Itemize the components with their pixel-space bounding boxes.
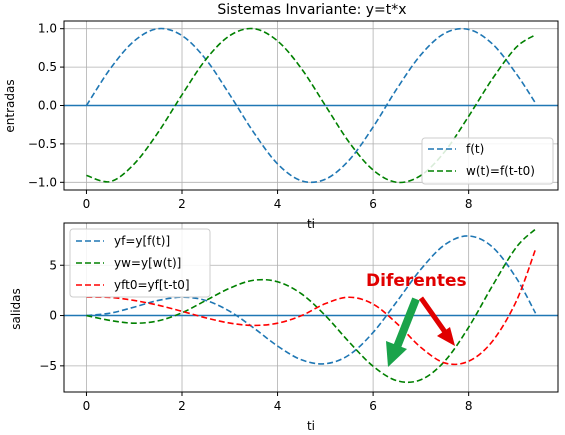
top-ytick-label: −1.0 bbox=[28, 175, 57, 189]
top-chart-ylabel: entradas bbox=[3, 79, 17, 132]
annotation-red-arrow bbox=[418, 296, 455, 346]
bottom-chart-frame bbox=[63, 222, 559, 393]
annotation-text: Diferentes bbox=[366, 271, 467, 291]
top-chart-xlabel: ti bbox=[307, 217, 315, 231]
top-series-line-0 bbox=[85, 27, 537, 184]
top-legend-label-1: w(t)=f(t-t0) bbox=[466, 164, 535, 178]
bot-xtick-label: 8 bbox=[465, 399, 473, 413]
bottom-legend-box bbox=[69, 228, 211, 298]
top-legend-box bbox=[421, 137, 554, 185]
bot-series-line-0 bbox=[86, 235, 537, 365]
bot-series-line-1 bbox=[86, 228, 537, 384]
bot-ytick-label: 5 bbox=[49, 258, 57, 272]
top-chart: Sistemas Invariante: y=t*x 0 2 4 6 8 1.0 0.5 0.… bbox=[3, 2, 559, 231]
top-chart-series bbox=[85, 27, 537, 184]
bottom-chart: 0 2 4 6 8 5 0 −5 salidas ti yf=y[f(t)] yw=y[w(t… bbox=[9, 222, 559, 433]
top-xtick-label: 6 bbox=[369, 197, 377, 211]
top-ytick-label: −0.5 bbox=[28, 137, 57, 151]
top-xtick-label: 4 bbox=[274, 197, 282, 211]
bot-xtick-label: 6 bbox=[369, 399, 377, 413]
bottom-legend: yf=y[f(t)] yw=y[w(t)] yft0=yf[t-t0] bbox=[69, 228, 211, 298]
bot-ytick-label: −5 bbox=[39, 359, 57, 373]
top-xtick-label: 2 bbox=[178, 197, 186, 211]
top-ytick-label: 1.0 bbox=[38, 22, 57, 36]
bottom-chart-ticks: 0 2 4 6 8 5 0 −5 bbox=[39, 258, 472, 413]
bottom-chart-series bbox=[86, 228, 537, 384]
annotation: Diferentes bbox=[366, 271, 467, 367]
top-series-line-1 bbox=[86, 27, 536, 184]
bot-xtick-label: 4 bbox=[274, 399, 282, 413]
top-legend-label-0: f(t) bbox=[466, 142, 484, 156]
top-chart-ticks: 0 2 4 6 8 1.0 0.5 0.0 −0.5 −1.0 bbox=[28, 22, 473, 211]
top-chart-title: Sistemas Invariante: y=t*x bbox=[217, 2, 406, 18]
bot-xtick-label: 0 bbox=[83, 399, 91, 413]
bot-series-line-2 bbox=[86, 248, 537, 366]
annotation-green-arrow bbox=[386, 297, 420, 367]
bottom-chart-ylabel: salidas bbox=[9, 288, 23, 330]
bottom-chart-xlabel: ti bbox=[307, 419, 315, 433]
bottom-legend-label-0: yf=y[f(t)] bbox=[114, 234, 170, 248]
top-ytick-label: 0.0 bbox=[38, 99, 57, 113]
top-xtick-label: 0 bbox=[83, 197, 91, 211]
top-ytick-label: 0.5 bbox=[38, 60, 57, 74]
bot-ytick-label: 0 bbox=[49, 309, 57, 323]
bottom-legend-label-1: yw=y[w(t)] bbox=[114, 256, 181, 270]
bottom-legend-label-2: yft0=yf[t-t0] bbox=[114, 278, 190, 292]
top-xtick-label: 8 bbox=[465, 197, 473, 211]
top-legend: f(t) w(t)=f(t-t0) bbox=[421, 137, 554, 185]
bot-xtick-label: 2 bbox=[178, 399, 186, 413]
